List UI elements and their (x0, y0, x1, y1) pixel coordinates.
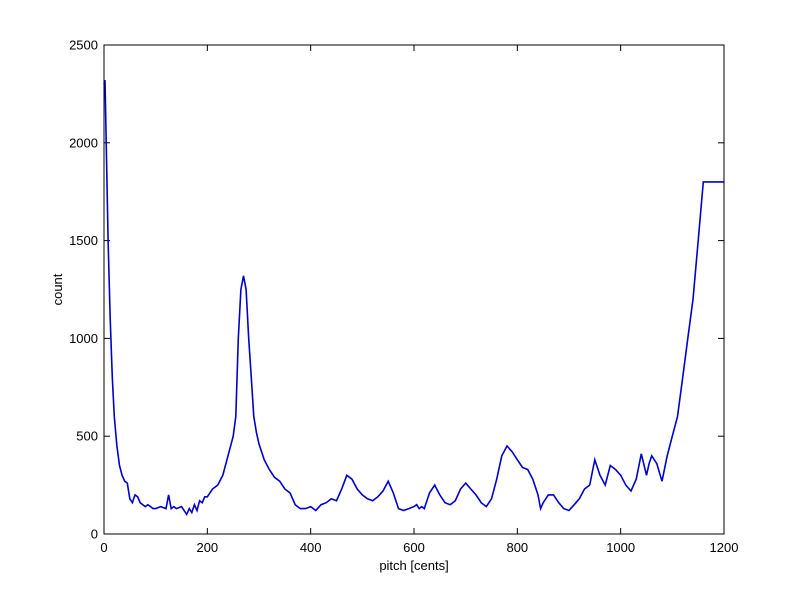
x-tick-label: 400 (300, 540, 322, 555)
x-axis-label: pitch [cents] (379, 558, 448, 573)
y-tick-label: 1500 (69, 233, 98, 248)
x-tick-label: 600 (403, 540, 425, 555)
ticks-layer: 0 200 400 600 800 1000 1200 0 500 1000 1500 2000 250… (69, 38, 738, 556)
x-tick-label: 1200 (710, 540, 739, 555)
plot-area (104, 45, 724, 534)
y-tick-label: 0 (91, 527, 98, 542)
plot-frame (103, 44, 725, 535)
y-tick-label: 2000 (69, 135, 98, 150)
y-tick-label: 1000 (69, 331, 98, 346)
y-tick-label: 2500 (69, 38, 98, 53)
x-tick-label: 0 (100, 540, 107, 555)
x-tick-label: 800 (506, 540, 528, 555)
y-axis-label: count (50, 273, 65, 305)
x-tick-label: 200 (196, 540, 218, 555)
series-line (103, 80, 724, 517)
y-tick-label: 500 (76, 429, 98, 444)
x-tick-label: 1000 (606, 540, 635, 555)
